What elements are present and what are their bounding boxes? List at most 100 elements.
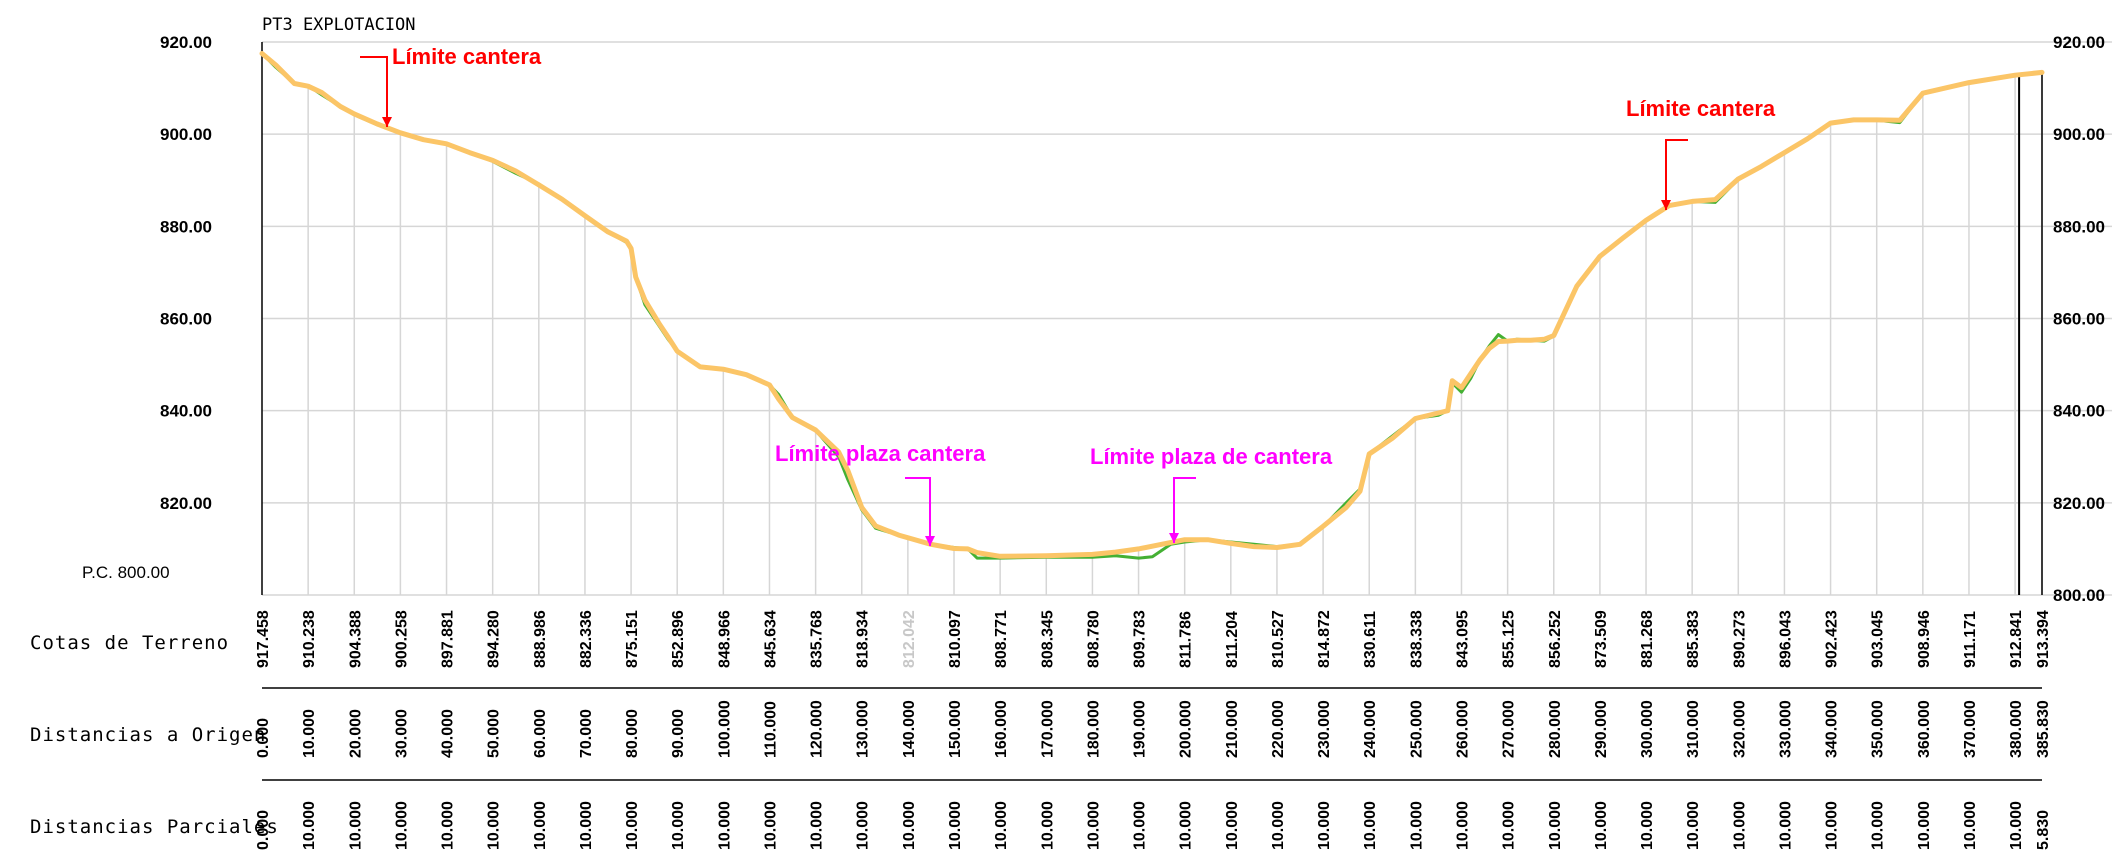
- parciales-label: 10.000: [1085, 801, 1102, 850]
- row-label-origen: Distancias a Origen: [30, 724, 266, 746]
- origen-label: 20.000: [347, 709, 364, 758]
- parciales-label: 10.000: [1962, 801, 1979, 850]
- parciales-label: 10.000: [393, 801, 410, 850]
- series-line-1: [260, 52, 2044, 560]
- parciales-label: 10.000: [1270, 801, 1287, 850]
- origen-label: 180.000: [1085, 700, 1102, 758]
- parciales-label: 10.000: [624, 801, 641, 850]
- origen-label: 280.000: [1547, 700, 1564, 758]
- origen-label: 350.000: [1870, 700, 1887, 758]
- y-tick-label-right: 820.00: [2053, 494, 2105, 513]
- origen-label: 260.000: [1454, 700, 1471, 758]
- origen-label: 10.000: [301, 709, 318, 758]
- origen-label: 60.000: [532, 709, 549, 758]
- origen-label: 190.000: [1132, 700, 1149, 758]
- parciales-label: 10.000: [1408, 801, 1425, 850]
- cotas-label: 852.896: [670, 610, 687, 668]
- cotas-label: 856.252: [1547, 610, 1564, 668]
- parciales-label: 10.000: [532, 801, 549, 850]
- origen-label: 330.000: [1777, 700, 1794, 758]
- cotas-label: 912.841: [2008, 610, 2025, 668]
- series-line-2: [259, 51, 2045, 559]
- cotas-label: 908.946: [1916, 610, 1933, 668]
- origen-label: 220.000: [1270, 700, 1287, 758]
- cotas-label: 855.125: [1501, 610, 1518, 668]
- parciales-label: 10.000: [486, 801, 503, 850]
- origen-label: 170.000: [1039, 700, 1056, 758]
- origen-label: 110.000: [762, 701, 779, 758]
- parciales-label: 10.000: [1316, 801, 1333, 850]
- origen-label: 310.000: [1685, 700, 1702, 758]
- data-rows: 917.458 910.238 904.388 900.258 897.881 894.2…: [255, 610, 2052, 850]
- cotas-label: 810.097: [947, 610, 964, 668]
- y-tick-label-right: 900.00: [2053, 125, 2105, 144]
- origen-label: 340.000: [1824, 700, 1841, 758]
- origen-label: 300.000: [1639, 700, 1656, 758]
- parciales-label: 5.830: [2035, 810, 2052, 850]
- origen-label: 30.000: [393, 709, 410, 758]
- cotas-label: 811.786: [1178, 611, 1195, 668]
- y-tick-label-left: 860.00: [160, 310, 212, 329]
- cotas-label: 811.204: [1224, 611, 1241, 668]
- annotation-leader: [905, 477, 931, 546]
- cotas-label: 902.423: [1824, 610, 1841, 668]
- parciales-label: 10.000: [762, 801, 779, 850]
- cotas-label: 897.881: [440, 610, 457, 668]
- parciales-label: 10.000: [347, 801, 364, 850]
- annotation-arrowhead: [925, 536, 935, 546]
- annotation-label: Límite plaza de cantera: [1090, 444, 1333, 469]
- y-tick-label-left: 820.00: [160, 494, 212, 513]
- cotas-label: 873.509: [1593, 610, 1610, 668]
- row-label-cotas: Cotas de Terreno: [30, 632, 229, 654]
- parciales-label: 10.000: [1639, 801, 1656, 850]
- parciales-label: 10.000: [578, 801, 595, 850]
- origen-label: 100.000: [716, 700, 733, 758]
- parciales-label: 10.000: [301, 801, 318, 850]
- parciales-label: 10.000: [670, 801, 687, 850]
- origen-label: 140.000: [901, 700, 918, 758]
- origen-label: 70.000: [578, 709, 595, 758]
- cotas-label: 913.394: [2035, 610, 2052, 668]
- cotas-label: 900.258: [393, 610, 410, 668]
- annotation-leader: [1665, 139, 1688, 210]
- origen-label: 160.000: [993, 700, 1010, 758]
- origen-label: 150.000: [947, 700, 964, 758]
- cotas-label: 809.783: [1132, 610, 1149, 668]
- annotation-leader: [360, 56, 388, 127]
- annotation-label: Límite cantera: [1626, 96, 1776, 121]
- parciales-label: 10.000: [947, 801, 964, 850]
- reference-label: P.C. 800.00: [82, 563, 170, 582]
- parciales-label: 10.000: [440, 801, 457, 850]
- y-tick-label-left: 840.00: [160, 402, 212, 421]
- cotas-label: 814.872: [1316, 610, 1333, 668]
- parciales-label: 10.000: [1501, 801, 1518, 850]
- annotation-label: Límite plaza cantera: [775, 441, 986, 466]
- y-tick-label-right: 880.00: [2053, 217, 2105, 236]
- chart-title: PT3 EXPLOTACION: [262, 15, 416, 35]
- parciales-label: 0.000: [255, 810, 272, 850]
- y-tick-label-left: 880.00: [160, 217, 212, 236]
- row-label-parciales: Distancias Parciales: [30, 816, 279, 838]
- origen-label: 120.000: [809, 700, 826, 758]
- parciales-label: 10.000: [993, 801, 1010, 850]
- origen-label: 360.000: [1916, 700, 1933, 758]
- origen-label: 320.000: [1731, 700, 1748, 758]
- cotas-label: 885.383: [1685, 610, 1702, 668]
- cotas-label: 882.336: [578, 610, 595, 668]
- y-tick-label-right: 860.00: [2053, 310, 2105, 329]
- origen-label: 130.000: [855, 700, 872, 758]
- parciales-label: 10.000: [1039, 801, 1056, 850]
- cotas-label: 812.042: [901, 610, 918, 668]
- cotas-label: 843.095: [1454, 610, 1471, 668]
- y-tick-label-left: 920.00: [160, 33, 212, 52]
- origen-label: 230.000: [1316, 700, 1333, 758]
- cotas-label: 911.171: [1962, 611, 1979, 668]
- origen-label: 80.000: [624, 709, 641, 758]
- origen-label: 290.000: [1593, 700, 1610, 758]
- origen-label: 40.000: [440, 709, 457, 758]
- parciales-label: 10.000: [901, 801, 918, 850]
- chart-grid: [261, 41, 2112, 596]
- origen-label: 90.000: [670, 709, 687, 758]
- parciales-label: 10.000: [1593, 801, 1610, 850]
